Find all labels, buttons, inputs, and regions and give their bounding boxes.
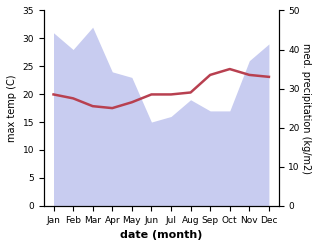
X-axis label: date (month): date (month): [120, 230, 203, 240]
Y-axis label: max temp (C): max temp (C): [7, 74, 17, 142]
Y-axis label: med. precipitation (kg/m2): med. precipitation (kg/m2): [301, 43, 311, 174]
